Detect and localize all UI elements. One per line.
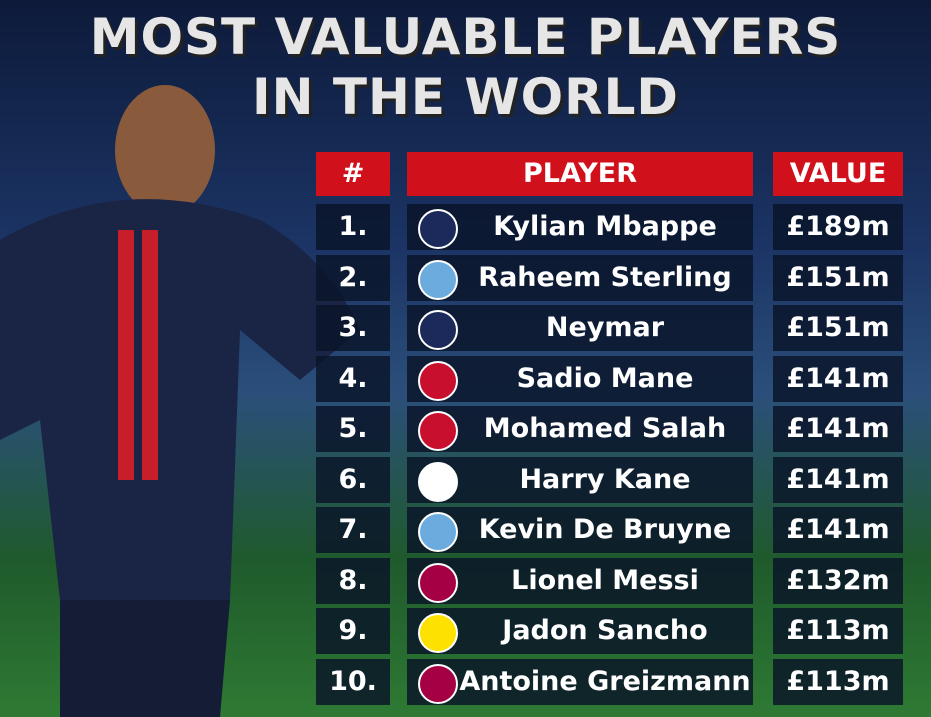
table-cell: £189m xyxy=(773,204,903,250)
header-cell: # xyxy=(316,152,390,196)
header-cell: PLAYER xyxy=(407,152,753,196)
title: IN THE WORLD xyxy=(0,68,931,126)
club-badge xyxy=(418,209,458,249)
table-cell: £151m xyxy=(773,255,903,301)
club-badge xyxy=(418,664,458,704)
table-cell: 4. xyxy=(316,356,390,402)
table-cell: 3. xyxy=(316,305,390,351)
table-cell: Antoine Greizmann xyxy=(407,659,753,705)
club-badge xyxy=(418,462,458,502)
table-cell: 2. xyxy=(316,255,390,301)
club-badge xyxy=(418,613,458,653)
table-cell: Mohamed Salah xyxy=(407,406,753,452)
club-badge xyxy=(418,512,458,552)
table-cell: 5. xyxy=(316,406,390,452)
table-cell: £151m xyxy=(773,305,903,351)
table-cell: £113m xyxy=(773,659,903,705)
table-cell: Jadon Sancho xyxy=(407,608,753,654)
club-badge xyxy=(418,563,458,603)
table-cell: 1. xyxy=(316,204,390,250)
table-cell: Sadio Mane xyxy=(407,356,753,402)
table-cell: Harry Kane xyxy=(407,457,753,503)
title: MOST VALUABLE PLAYERS xyxy=(0,8,931,66)
club-badge xyxy=(418,361,458,401)
table-cell: Raheem Sterling xyxy=(407,255,753,301)
club-badge xyxy=(418,310,458,350)
table-cell: Lionel Messi xyxy=(407,558,753,604)
club-badge xyxy=(418,411,458,451)
table-cell: 8. xyxy=(316,558,390,604)
table-cell: Neymar xyxy=(407,305,753,351)
table-cell: £141m xyxy=(773,406,903,452)
table-cell: £141m xyxy=(773,356,903,402)
table-cell: 9. xyxy=(316,608,390,654)
club-badge xyxy=(418,260,458,300)
table-cell: 6. xyxy=(316,457,390,503)
table-cell: £141m xyxy=(773,457,903,503)
table-cell: 10. xyxy=(316,659,390,705)
table-cell: £141m xyxy=(773,507,903,553)
header-cell: VALUE xyxy=(773,152,903,196)
table-cell: Kylian Mbappe xyxy=(407,204,753,250)
table-cell: £132m xyxy=(773,558,903,604)
table-cell: £113m xyxy=(773,608,903,654)
table-cell: 7. xyxy=(316,507,390,553)
table-cell: Kevin De Bruyne xyxy=(407,507,753,553)
